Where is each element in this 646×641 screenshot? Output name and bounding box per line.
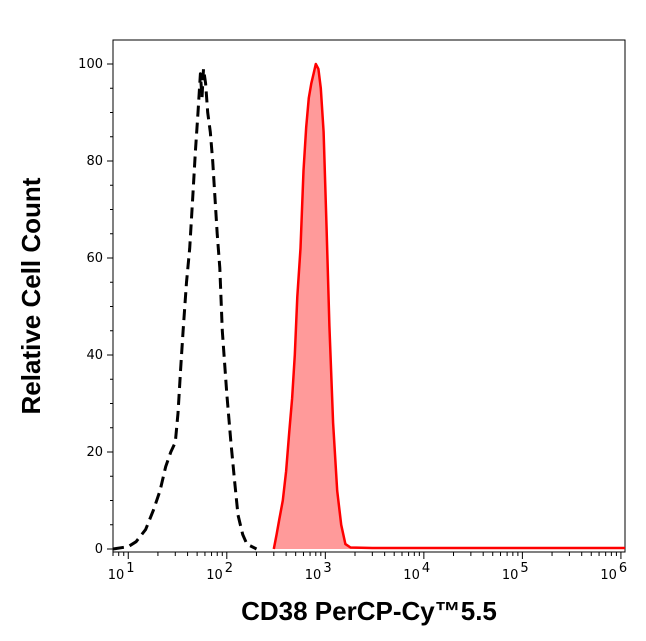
x-tick-label: 10: [600, 568, 617, 583]
x-tick-exponent: 3: [323, 561, 331, 576]
x-tick-label: 10: [108, 568, 125, 583]
x-tick-exponent: 5: [520, 561, 528, 576]
y-axis: 0 20 40 60 80 100: [78, 57, 113, 557]
x-tick-exponent: 4: [422, 561, 430, 576]
x-axis: 10 1 10 2 10 3 10 4 10 5 10 6: [108, 552, 627, 583]
y-tick-label: 40: [86, 348, 103, 363]
histogram-fill: [273, 64, 625, 549]
x-axis-title: CD38 PerCP-Cy™5.5: [241, 596, 497, 626]
x-tick-label: 10: [502, 568, 519, 583]
x-tick-label: 10: [403, 568, 420, 583]
y-tick-label: 0: [95, 542, 103, 557]
x-tick-label: 10: [206, 568, 223, 583]
histogram-outline: [272, 62, 625, 550]
control-histogram-line: [112, 67, 258, 551]
y-tick-label: 20: [86, 445, 103, 460]
y-tick-label: 80: [86, 154, 103, 169]
y-axis-title: Relative Cell Count: [16, 177, 46, 414]
x-tick-exponent: 6: [619, 561, 627, 576]
y-tick-label: 60: [86, 251, 103, 266]
x-tick-label: 10: [305, 568, 322, 583]
y-tick-label: 100: [78, 57, 103, 72]
series-layer: [112, 62, 625, 551]
x-tick-exponent: 2: [225, 561, 233, 576]
x-tick-exponent: 1: [126, 561, 134, 576]
plot-frame: [112, 39, 626, 553]
